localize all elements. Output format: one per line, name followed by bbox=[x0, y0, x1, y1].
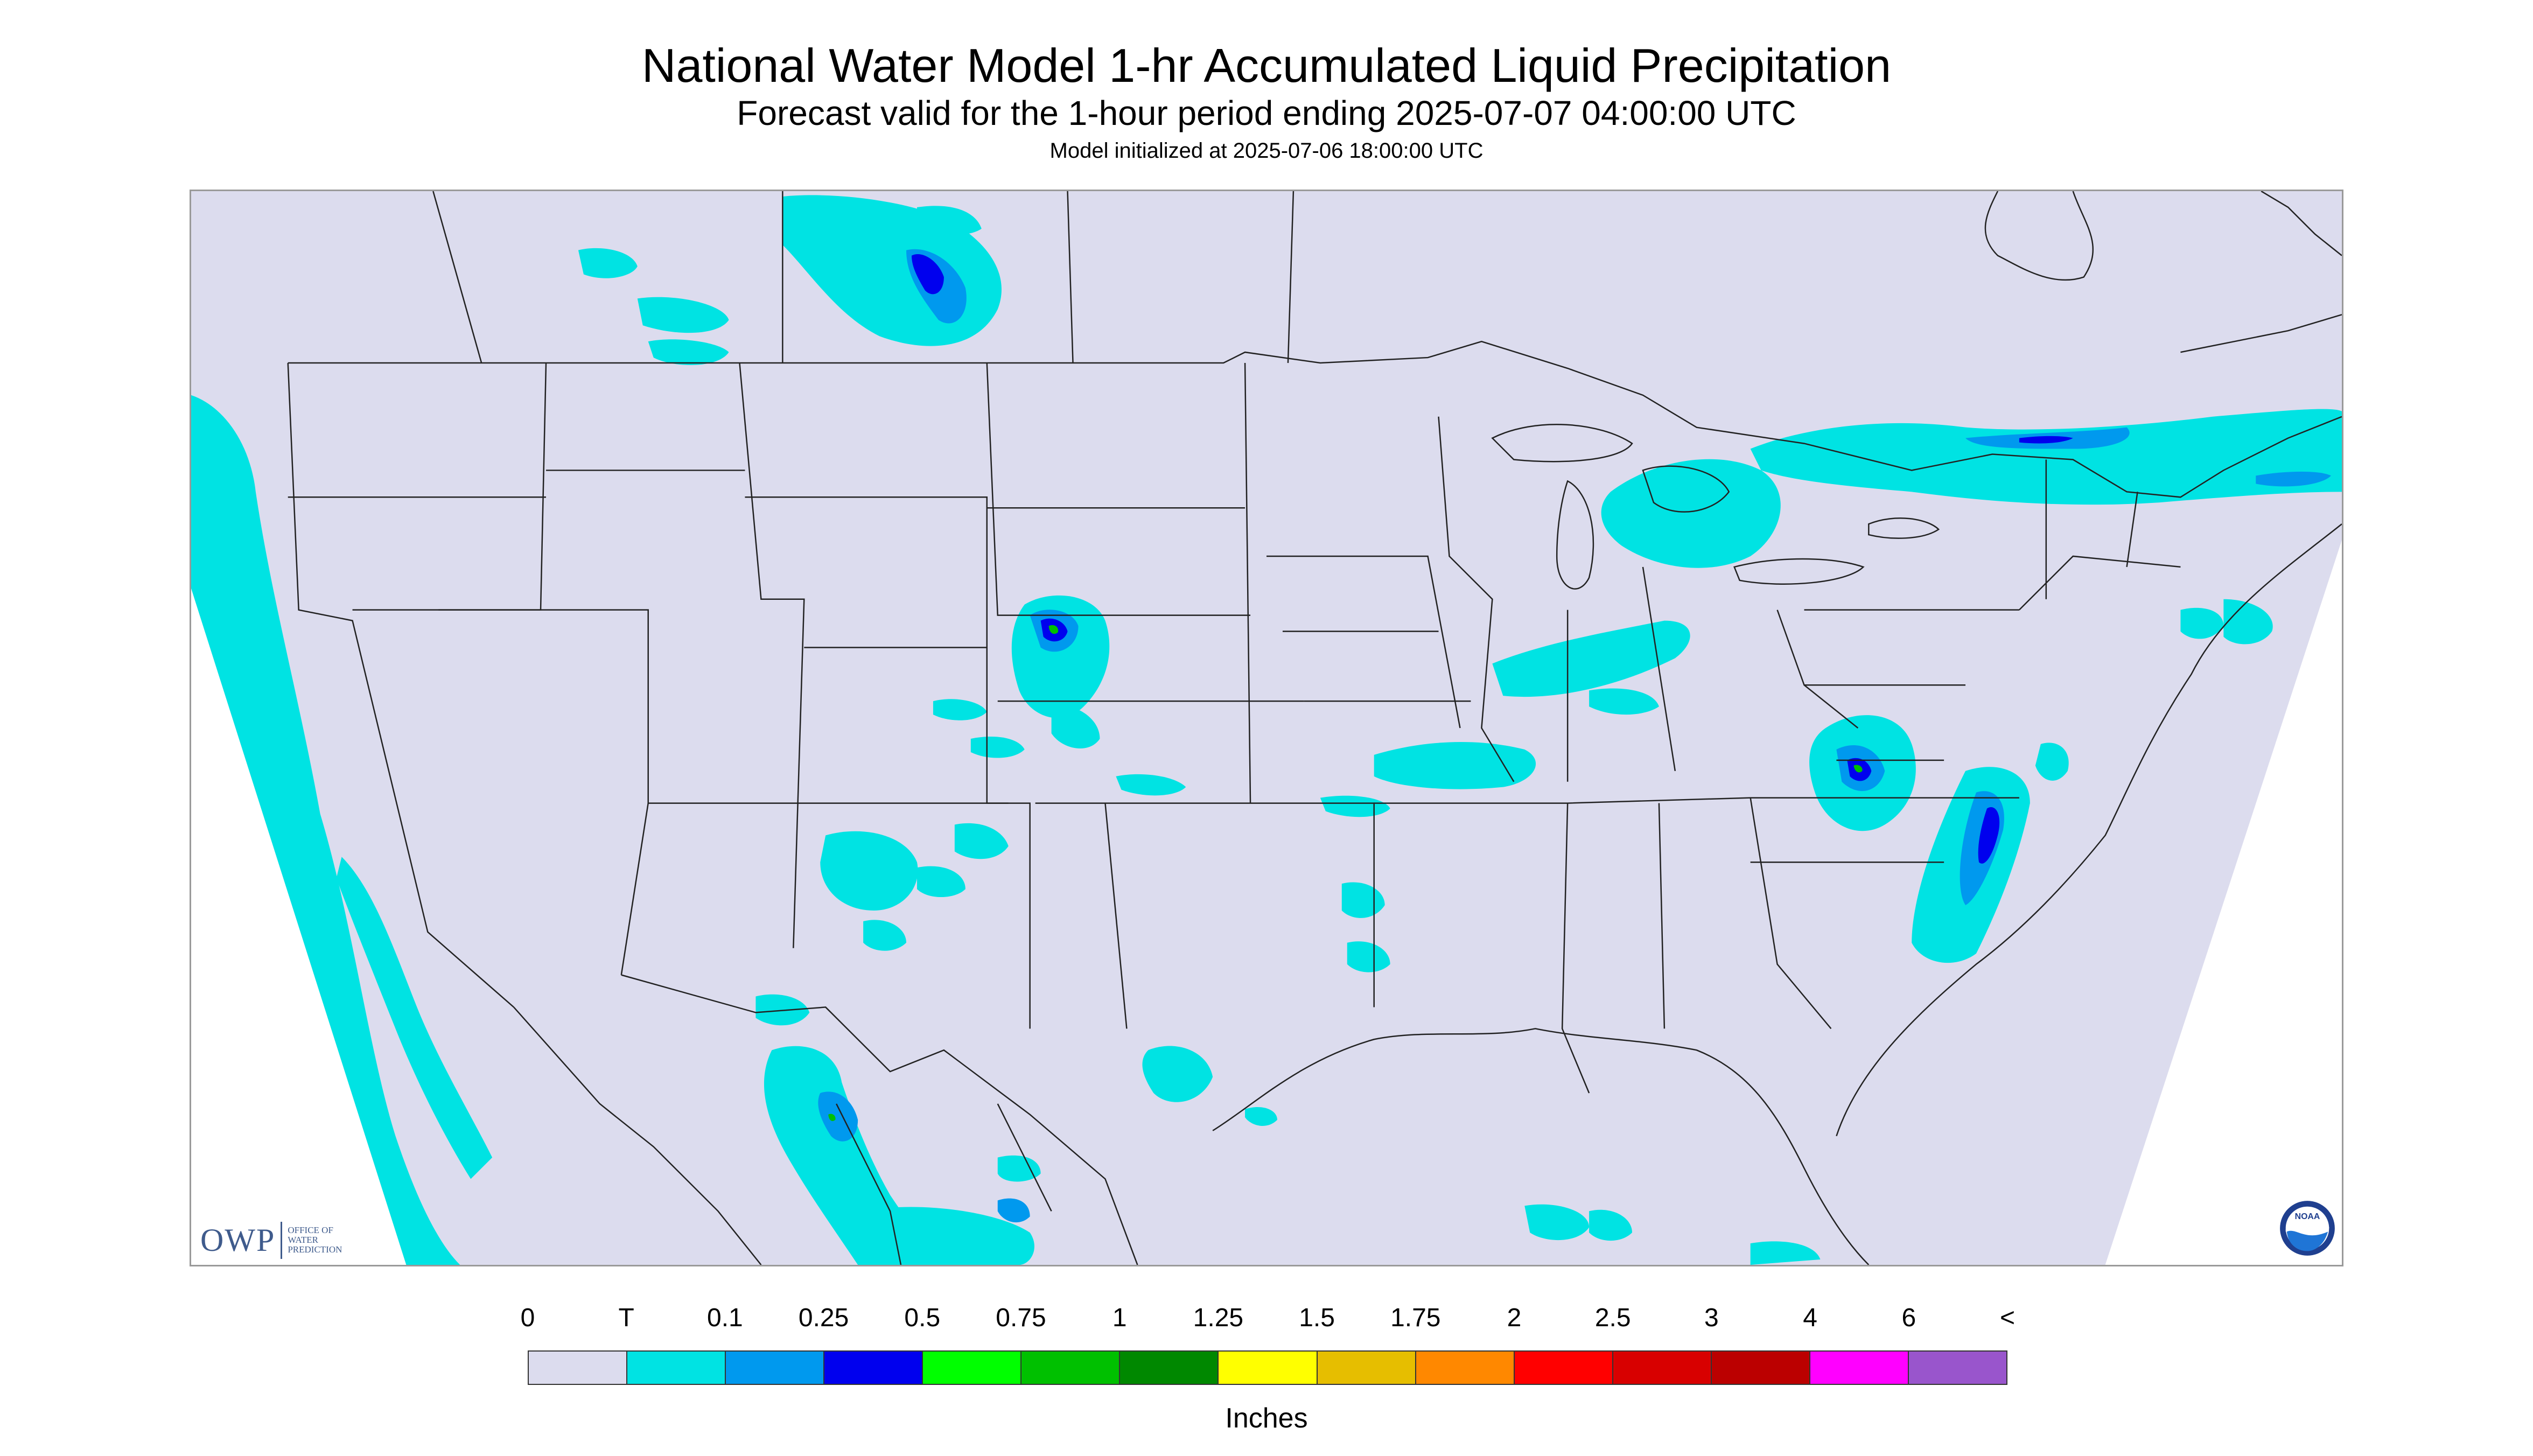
colorbar-tick-label: 6 bbox=[1901, 1304, 1916, 1332]
colorbar-swatch bbox=[1021, 1352, 1121, 1384]
colorbar-swatch bbox=[1120, 1352, 1219, 1384]
colorbar-swatch bbox=[1711, 1352, 1810, 1384]
colorbar-swatch bbox=[1613, 1352, 1712, 1384]
owp-logo: OWP OFFICE OF WATER PREDICTION bbox=[200, 1221, 342, 1259]
colorbar-tick-label: 2.5 bbox=[1594, 1304, 1631, 1332]
colorbar-units-label: Inches bbox=[1225, 1403, 1308, 1434]
colorbar-swatch bbox=[923, 1352, 1022, 1384]
colorbar-swatch bbox=[529, 1352, 628, 1384]
colorbar-tick-label: 0.75 bbox=[996, 1304, 1046, 1332]
colorbar-tick-label: 1.25 bbox=[1193, 1304, 1244, 1332]
owp-logo-line: WATER bbox=[288, 1235, 319, 1245]
colorbar-swatch bbox=[1416, 1352, 1515, 1384]
colorbar-swatch bbox=[1514, 1352, 1613, 1384]
owp-logo-caption: OFFICE OF WATER PREDICTION bbox=[282, 1226, 342, 1255]
colorbar-tick-label: 4 bbox=[1803, 1304, 1817, 1332]
colorbar-swatch bbox=[824, 1352, 923, 1384]
colorbar-tick-label: 0.25 bbox=[798, 1304, 849, 1332]
colorbar-tick-label: 0.1 bbox=[707, 1304, 743, 1332]
precip-trace-areas bbox=[191, 195, 2342, 1265]
colorbar-tick-label: 3 bbox=[1704, 1304, 1719, 1332]
colorbar-swatch bbox=[1908, 1352, 2006, 1384]
colorbar-tick-label: 1 bbox=[1112, 1304, 1127, 1332]
colorbar-swatch bbox=[1317, 1352, 1416, 1384]
colorbar-tick-label: 1.75 bbox=[1390, 1304, 1441, 1332]
map-title: National Water Model 1-hr Accumulated Li… bbox=[641, 39, 1892, 92]
map-svg bbox=[191, 191, 2342, 1265]
colorbar-tick-label: 1.5 bbox=[1299, 1304, 1335, 1332]
colorbar-tick-label: 0.5 bbox=[904, 1304, 941, 1332]
colorbar-swatch bbox=[1810, 1352, 1909, 1384]
forecast-valid-subtitle: Forecast valid for the 1-hour period end… bbox=[737, 94, 1796, 132]
colorbar-labels: 0 T 0.1 0.25 0.5 0.75 1 1.25 1.5 1.75 2 2.5 3 4 6 < bbox=[0, 1303, 2533, 1335]
colorbar-swatch bbox=[1219, 1352, 1318, 1384]
precipitation-map bbox=[190, 190, 2343, 1266]
precip-colorbar bbox=[528, 1350, 2007, 1385]
colorbar-tick-label: 2 bbox=[1507, 1304, 1522, 1332]
model-init-time: Model initialized at 2025-07-06 18:00:00… bbox=[1049, 139, 1484, 163]
model-domain bbox=[191, 191, 2342, 1265]
noaa-logo-text: NOAA bbox=[2295, 1212, 2320, 1221]
colorbar-tick-label: 0 bbox=[520, 1304, 535, 1332]
colorbar-tick-label: < bbox=[1999, 1304, 2016, 1332]
noaa-logo-icon: NOAA bbox=[2280, 1201, 2335, 1256]
colorbar-swatch bbox=[627, 1352, 726, 1384]
owp-logo-mark: OWP bbox=[200, 1221, 283, 1259]
colorbar-swatch bbox=[726, 1352, 825, 1384]
colorbar-tick-label: T bbox=[618, 1304, 634, 1332]
owp-logo-line: PREDICTION bbox=[288, 1244, 342, 1255]
political-boundaries bbox=[287, 191, 2342, 1265]
owp-logo-line: OFFICE OF bbox=[288, 1225, 333, 1235]
precip-heavy-areas bbox=[828, 625, 1863, 1121]
